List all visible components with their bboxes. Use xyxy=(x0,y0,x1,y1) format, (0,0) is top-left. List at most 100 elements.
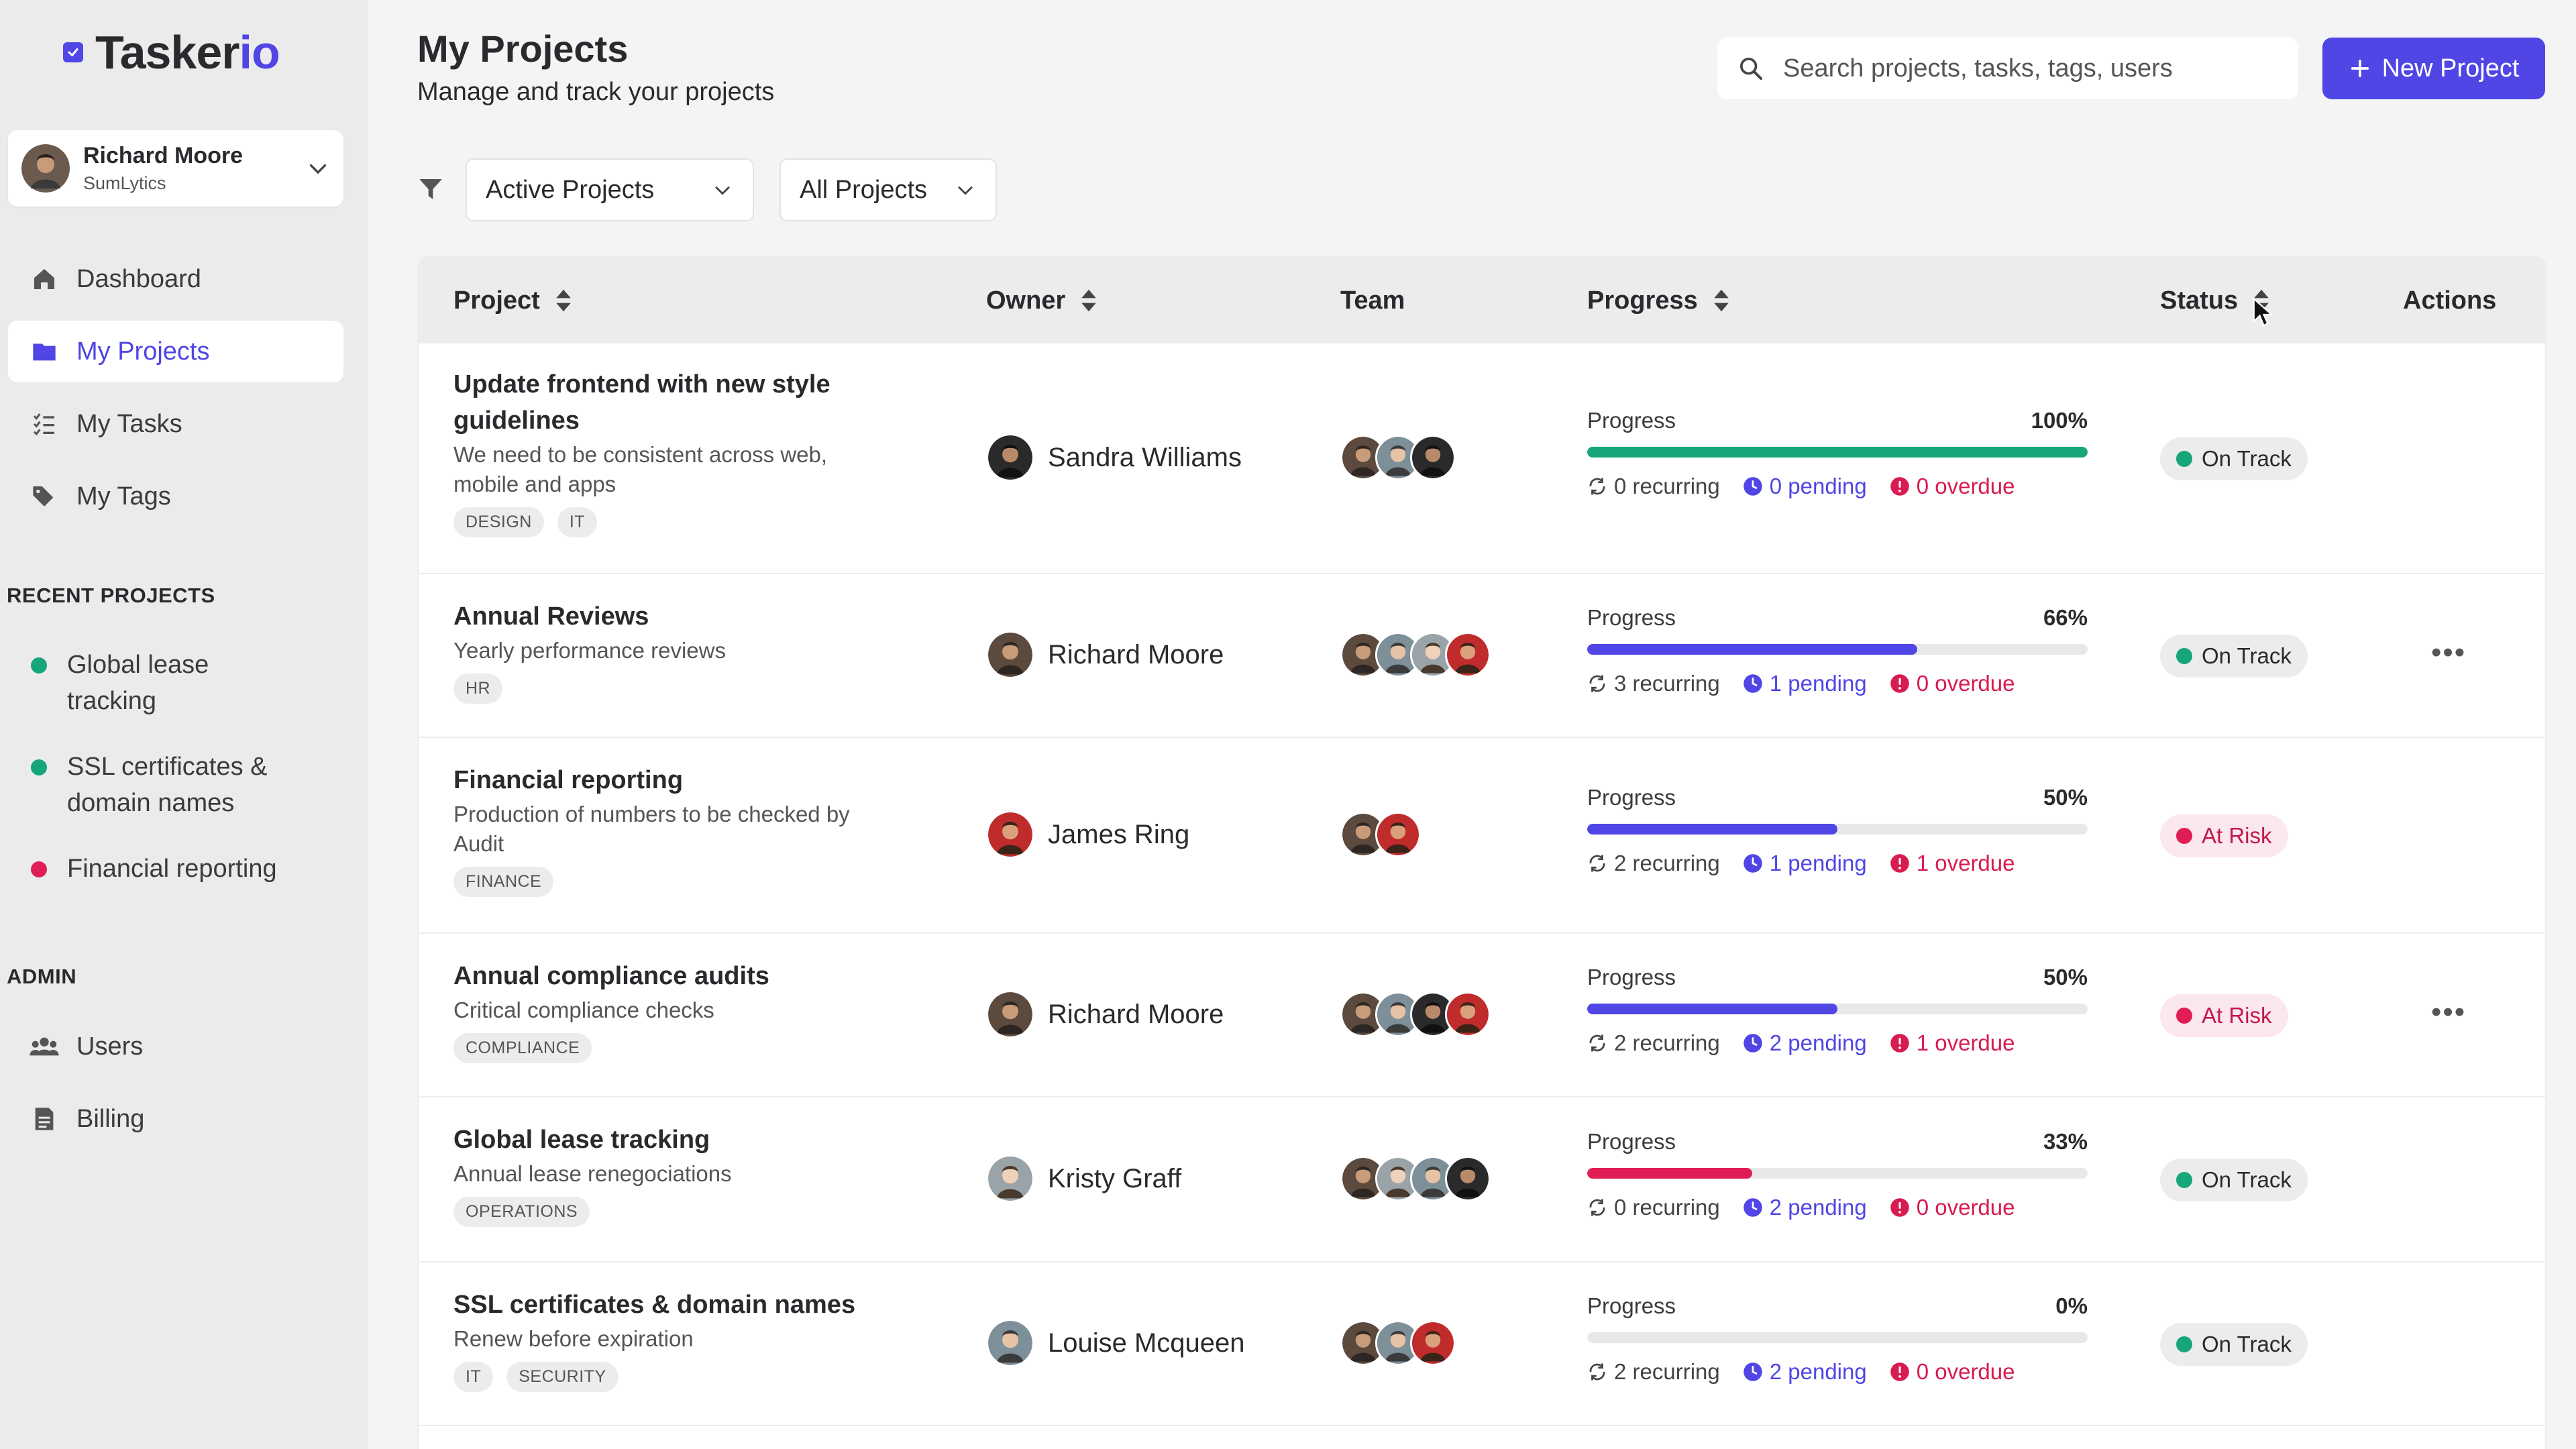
pending-count[interactable]: 0 pending xyxy=(1743,474,1867,499)
recurring-icon xyxy=(1589,1034,1605,1052)
recent-project-label: Financial reporting xyxy=(67,855,277,883)
nav-my-projects[interactable]: My Projects xyxy=(8,321,343,382)
tag[interactable]: OPERATIONS xyxy=(453,1197,590,1227)
status-badge: On Track xyxy=(2160,635,2308,678)
tag-list: IT SECURITY xyxy=(453,1362,883,1392)
overdue-count[interactable]: 1 overdue xyxy=(1890,851,2015,876)
recent-project-item[interactable]: SSL certificates & domain names xyxy=(8,749,343,821)
filter-icon[interactable] xyxy=(417,176,444,203)
nav-label: My Tasks xyxy=(76,409,182,438)
column-header-project[interactable]: Project xyxy=(453,258,572,343)
tag[interactable]: IT xyxy=(453,1362,494,1392)
team-avatars[interactable] xyxy=(1340,1320,1456,1366)
overdue-count[interactable]: 0 overdue xyxy=(1890,671,2015,696)
avatar xyxy=(1410,1320,1456,1366)
nav-dashboard[interactable]: Dashboard xyxy=(8,248,343,310)
owner-name: Sandra Williams xyxy=(1048,442,1242,472)
recurring-text: 2 recurring xyxy=(1614,1030,1720,1055)
pending-count[interactable]: 2 pending xyxy=(1743,1359,1867,1385)
recent-projects-list: Global lease tracking SSL certificates &… xyxy=(8,647,343,887)
overdue-count[interactable]: 0 overdue xyxy=(1890,1195,2015,1220)
progress-bar xyxy=(1587,1332,2088,1343)
tag[interactable]: DESIGN xyxy=(453,507,544,537)
pending-count[interactable]: 2 pending xyxy=(1743,1195,1867,1220)
new-project-button[interactable]: New Project xyxy=(2322,38,2545,99)
owner-name: James Ring xyxy=(1048,819,1190,849)
nav-billing[interactable]: Billing xyxy=(8,1088,343,1150)
table-row[interactable]: Financial reporting Production of number… xyxy=(419,738,2545,934)
owner-cell: Louise Mcqueen xyxy=(986,1319,1245,1367)
pending-count[interactable]: 1 pending xyxy=(1743,671,1867,696)
account-switcher[interactable]: Richard Moore SumLytics xyxy=(8,130,343,207)
recent-project-item[interactable]: Financial reporting xyxy=(8,851,343,887)
recurring-count[interactable]: 2 recurring xyxy=(1587,851,1720,876)
recurring-text: 0 recurring xyxy=(1614,1195,1720,1220)
nav-my-tags[interactable]: My Tags xyxy=(8,466,343,527)
user-avatar xyxy=(21,144,70,193)
tag[interactable]: IT xyxy=(557,507,598,537)
status-filter-select[interactable]: Active Projects xyxy=(466,158,754,221)
recurring-count[interactable]: 3 recurring xyxy=(1587,671,1720,696)
project-title[interactable]: Financial reporting xyxy=(453,766,684,794)
projects-table: Project Owner Team Progress Status Actio… xyxy=(417,256,2546,1449)
tag-list: OPERATIONS xyxy=(453,1197,883,1227)
table-row[interactable]: Annual compliance audits Critical compli… xyxy=(419,934,2545,1097)
column-header-progress[interactable]: Progress xyxy=(1587,258,1730,343)
page-title: My Projects xyxy=(417,28,629,70)
search-box[interactable] xyxy=(1717,38,2298,99)
plus-icon xyxy=(2351,59,2369,78)
row-actions-menu[interactable]: ••• xyxy=(2431,636,2467,669)
scope-filter-select[interactable]: All Projects xyxy=(780,158,997,221)
recurring-count[interactable]: 0 recurring xyxy=(1587,474,1720,499)
progress-label: Progress xyxy=(1587,408,1676,433)
tag[interactable]: SECURITY xyxy=(506,1362,619,1392)
nav-users[interactable]: Users xyxy=(8,1016,343,1077)
project-title[interactable]: Update frontend with new style guideline… xyxy=(453,370,830,435)
table-row[interactable]: Update frontend with new style guideline… xyxy=(419,343,2545,574)
recurring-count[interactable]: 2 recurring xyxy=(1587,1030,1720,1056)
tag[interactable]: FINANCE xyxy=(453,867,554,897)
tag[interactable]: HR xyxy=(453,674,503,704)
users-icon xyxy=(30,1033,59,1060)
recent-project-item[interactable]: Global lease tracking xyxy=(8,647,343,719)
project-title[interactable]: Annual compliance audits xyxy=(453,962,769,990)
project-title[interactable]: Global lease tracking xyxy=(453,1126,710,1154)
overdue-count[interactable]: 0 overdue xyxy=(1890,1359,2015,1385)
progress-label: Progress xyxy=(1587,1293,1676,1318)
recurring-count[interactable]: 2 recurring xyxy=(1587,1359,1720,1385)
tags-icon xyxy=(30,483,59,510)
team-avatars[interactable] xyxy=(1340,1156,1491,1201)
table-row[interactable]: Annual Reviews Yearly performance review… xyxy=(419,574,2545,738)
project-description: Critical compliance checks xyxy=(453,998,714,1022)
column-label: Actions xyxy=(2403,286,2497,315)
progress-header: Progress 100% xyxy=(1587,408,2088,433)
table-row[interactable]: SSL certificates & domain names Renew be… xyxy=(419,1263,2545,1426)
project-title[interactable]: SSL certificates & domain names xyxy=(453,1291,856,1319)
team-avatars[interactable] xyxy=(1340,812,1421,857)
recent-projects-heading: RECENT PROJECTS xyxy=(7,584,215,607)
row-actions-menu[interactable]: ••• xyxy=(2431,996,2467,1028)
progress-bar xyxy=(1587,447,2088,458)
team-avatars[interactable] xyxy=(1340,632,1491,678)
pending-count[interactable]: 1 pending xyxy=(1743,851,1867,876)
team-avatars[interactable] xyxy=(1340,435,1456,480)
column-header-owner[interactable]: Owner xyxy=(986,258,1097,343)
progress-bar xyxy=(1587,644,2088,655)
status-dot xyxy=(31,759,47,775)
search-input[interactable] xyxy=(1783,54,2279,83)
recurring-count[interactable]: 0 recurring xyxy=(1587,1195,1720,1220)
tag-list: FINANCE xyxy=(453,867,883,897)
table-row[interactable]: Global lease tracking Annual lease reneg… xyxy=(419,1097,2545,1263)
app-logo[interactable]: Taskerio xyxy=(63,25,280,79)
overdue-count[interactable]: 0 overdue xyxy=(1890,474,2015,499)
nav-my-tasks[interactable]: My Tasks xyxy=(8,393,343,455)
nav-label: Billing xyxy=(76,1104,145,1133)
team-avatars[interactable] xyxy=(1340,991,1491,1037)
status-dot xyxy=(2176,1336,2192,1352)
owner-name: Kristy Graff xyxy=(1048,1163,1182,1193)
pending-count[interactable]: 2 pending xyxy=(1743,1030,1867,1056)
overdue-count[interactable]: 1 overdue xyxy=(1890,1030,2015,1056)
tag[interactable]: COMPLIANCE xyxy=(453,1033,592,1063)
progress-bar xyxy=(1587,824,2088,835)
project-title[interactable]: Annual Reviews xyxy=(453,602,649,631)
